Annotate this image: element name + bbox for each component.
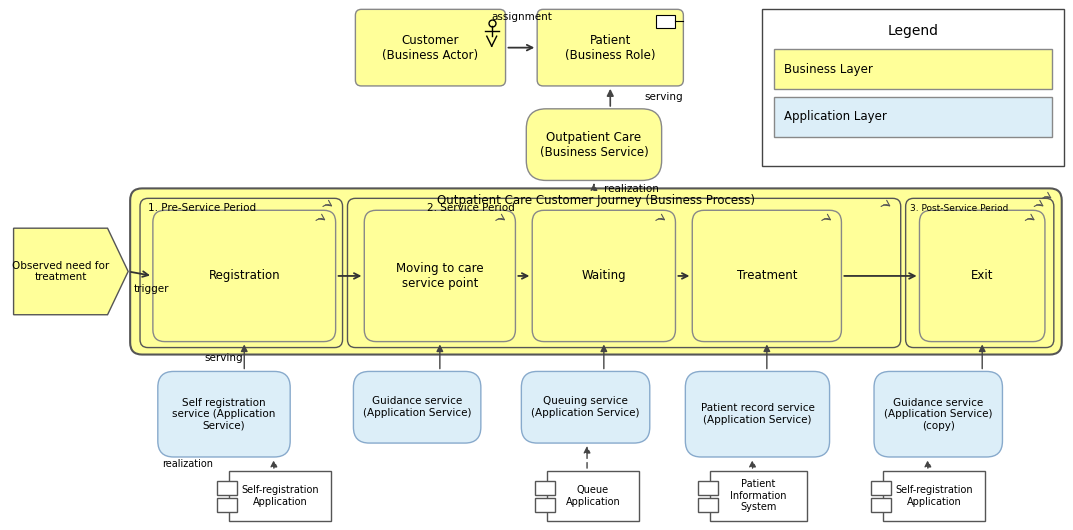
FancyBboxPatch shape bbox=[364, 210, 515, 342]
FancyBboxPatch shape bbox=[538, 10, 684, 86]
Text: Exit: Exit bbox=[971, 269, 994, 282]
Text: Queuing service
(Application Service): Queuing service (Application Service) bbox=[531, 396, 640, 418]
Text: Moving to care
service point: Moving to care service point bbox=[396, 262, 484, 290]
Text: Waiting: Waiting bbox=[582, 269, 627, 282]
Polygon shape bbox=[14, 228, 128, 315]
Bar bbox=[763, 10, 1063, 165]
Bar bbox=[775, 97, 1052, 137]
FancyBboxPatch shape bbox=[158, 372, 290, 457]
Text: Patient
(Business Role): Patient (Business Role) bbox=[565, 33, 656, 61]
Text: realization: realization bbox=[162, 459, 214, 469]
FancyBboxPatch shape bbox=[130, 188, 1061, 355]
Bar bbox=[883, 471, 985, 520]
FancyBboxPatch shape bbox=[686, 372, 829, 457]
FancyBboxPatch shape bbox=[692, 210, 841, 342]
Bar bbox=[710, 471, 807, 520]
Text: serving: serving bbox=[205, 354, 244, 364]
Bar bbox=[217, 481, 237, 495]
Bar bbox=[871, 498, 891, 512]
Text: 2. Service Period: 2. Service Period bbox=[427, 204, 514, 213]
Bar bbox=[656, 15, 676, 28]
Text: realization: realization bbox=[604, 184, 659, 195]
Bar bbox=[547, 471, 638, 520]
Text: Outpatient Care Customer Journey (Business Process): Outpatient Care Customer Journey (Busine… bbox=[437, 194, 755, 207]
Bar bbox=[871, 481, 891, 495]
Bar bbox=[229, 471, 330, 520]
FancyBboxPatch shape bbox=[526, 109, 662, 180]
FancyBboxPatch shape bbox=[532, 210, 676, 342]
Text: Customer
(Business Actor): Customer (Business Actor) bbox=[382, 33, 479, 61]
Bar bbox=[775, 49, 1052, 89]
Text: Outpatient Care
(Business Service): Outpatient Care (Business Service) bbox=[540, 130, 648, 158]
Text: assignment: assignment bbox=[491, 12, 552, 22]
FancyBboxPatch shape bbox=[906, 198, 1054, 348]
Text: Observed need for
treatment: Observed need for treatment bbox=[12, 261, 109, 282]
Bar bbox=[699, 481, 718, 495]
Text: Guidance service
(Application Service)
(copy): Guidance service (Application Service) (… bbox=[884, 398, 993, 431]
FancyBboxPatch shape bbox=[521, 372, 650, 443]
FancyBboxPatch shape bbox=[355, 10, 505, 86]
Text: Legend: Legend bbox=[887, 24, 939, 38]
FancyBboxPatch shape bbox=[348, 198, 900, 348]
Text: Business Layer: Business Layer bbox=[784, 63, 873, 76]
Text: Self registration
service (Application
Service): Self registration service (Application S… bbox=[173, 398, 276, 431]
Text: trigger: trigger bbox=[134, 285, 170, 294]
Text: Registration: Registration bbox=[208, 269, 280, 282]
Text: Self-registration
Application: Self-registration Application bbox=[241, 485, 319, 507]
Text: Queue
Application: Queue Application bbox=[565, 485, 620, 507]
Bar bbox=[535, 498, 555, 512]
FancyBboxPatch shape bbox=[141, 198, 342, 348]
Text: Patient
Information
System: Patient Information System bbox=[731, 479, 787, 513]
FancyBboxPatch shape bbox=[152, 210, 336, 342]
Bar bbox=[535, 481, 555, 495]
Bar bbox=[217, 498, 237, 512]
Text: Self-registration
Application: Self-registration Application bbox=[895, 485, 972, 507]
FancyBboxPatch shape bbox=[874, 372, 1002, 457]
Text: 1. Pre-Service Period: 1. Pre-Service Period bbox=[148, 204, 256, 213]
Bar bbox=[699, 498, 718, 512]
Text: Guidance service
(Application Service): Guidance service (Application Service) bbox=[363, 396, 471, 418]
Text: serving: serving bbox=[645, 92, 684, 102]
Text: 3. Post-Service Period: 3. Post-Service Period bbox=[910, 204, 1008, 213]
Text: Patient record service
(Application Service): Patient record service (Application Serv… bbox=[701, 403, 814, 425]
Text: Treatment: Treatment bbox=[736, 269, 797, 282]
Text: Application Layer: Application Layer bbox=[784, 110, 887, 123]
FancyBboxPatch shape bbox=[353, 372, 481, 443]
FancyBboxPatch shape bbox=[920, 210, 1045, 342]
